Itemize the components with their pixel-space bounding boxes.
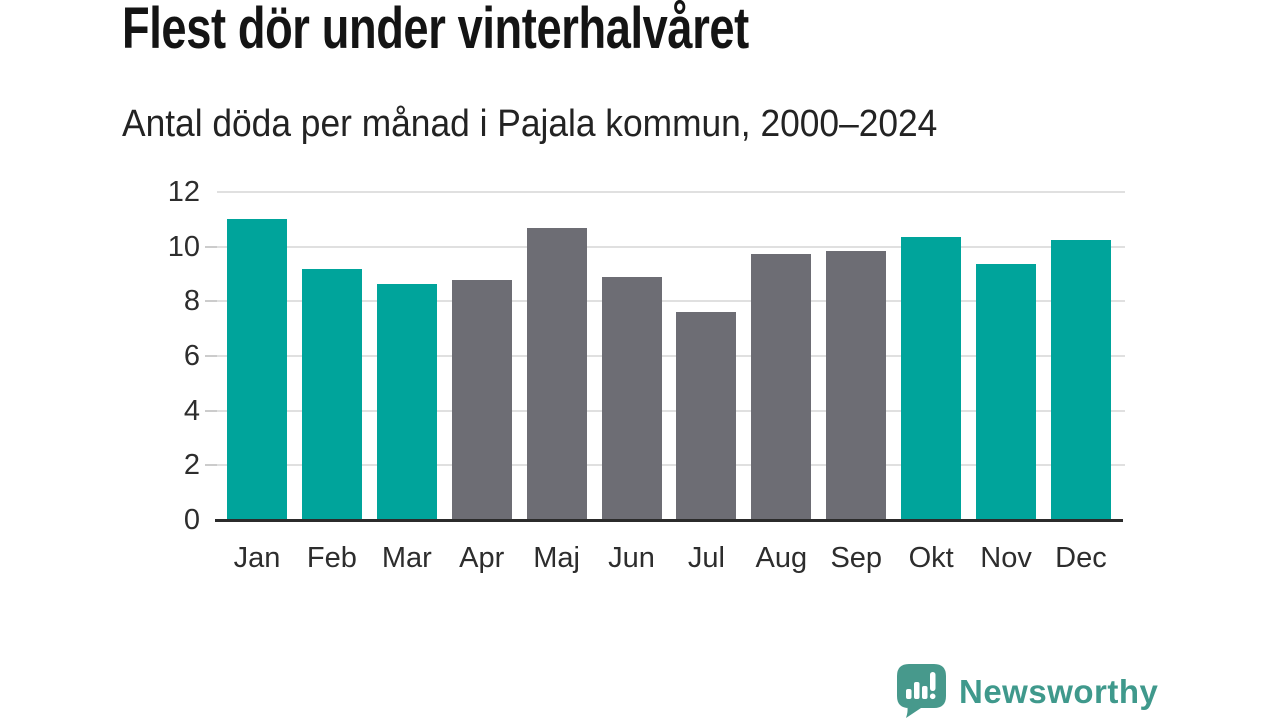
y-tick-label-10: 10 (167, 230, 200, 263)
gridline-4 (217, 409, 1125, 412)
bar-apr (451, 279, 512, 520)
bar-chart-speech-bubble-icon (897, 664, 946, 718)
bar-maj (526, 227, 587, 520)
bar-jul (676, 312, 737, 520)
x-tick-label-apr: Apr (459, 542, 505, 574)
bar-sep (826, 250, 887, 520)
brand-name: Newsworthy (959, 672, 1159, 710)
x-tick-label-maj: Maj (533, 542, 580, 574)
y-tick-label-6: 6 (183, 340, 200, 372)
y-tick-mark-8 (205, 300, 217, 303)
chart-title: Flest dör under vinterhalvåret (122, 0, 749, 61)
x-tick-label-mar: Mar (381, 542, 432, 574)
bar-jun (601, 276, 662, 520)
x-tick-label-aug: Aug (755, 542, 808, 574)
bars-container (217, 192, 1121, 520)
x-axis-labels: Jan Feb Mar Apr Maj Jun Jul Aug Sep Okt Nov Dec (217, 541, 1121, 576)
gridline-2 (217, 464, 1125, 467)
gridline-8 (217, 300, 1125, 303)
y-tick-label-12: 12 (167, 176, 200, 208)
bar-mar (376, 283, 437, 520)
y-tick-mark-6 (205, 355, 217, 357)
y-tick-label-2: 2 (183, 449, 200, 482)
bar-dec (1050, 239, 1111, 520)
plot-area: 0 2 4 6 8 10 12 (168, 176, 1125, 536)
gridline-6 (217, 355, 1125, 357)
y-tick-mark-10 (205, 245, 217, 248)
chart-subtitle: Antal döda per månad i Pajala kommun, 20… (122, 103, 938, 145)
x-tick-label-dec: Dec (1055, 542, 1107, 574)
x-tick-label-feb: Feb (306, 542, 357, 574)
y-tick-mark-2 (205, 464, 217, 467)
bar-jan (227, 219, 287, 520)
bar-okt (901, 237, 962, 520)
x-tick-label-okt: Okt (908, 542, 954, 574)
x-tick-label-jan: Jan (233, 542, 281, 574)
newsworthy-logo: Newsworthy (897, 664, 1158, 718)
y-tick-mark-4 (205, 409, 217, 412)
y-tick-label-8: 8 (183, 285, 200, 318)
gridline-12 (217, 191, 1125, 193)
x-tick-label-jul: Jul (687, 542, 725, 574)
x-axis-line (215, 519, 1123, 522)
x-tick-label-nov: Nov (980, 542, 1032, 574)
bar-feb (301, 268, 362, 520)
bar-aug (751, 253, 812, 520)
bar-nov (976, 264, 1037, 520)
gridline-10 (217, 245, 1125, 248)
y-tick-label-4: 4 (183, 394, 200, 427)
x-tick-label-jun: Jun (608, 542, 655, 574)
y-tick-label-0: 0 (183, 504, 200, 536)
x-tick-label-sep: Sep (830, 542, 883, 574)
